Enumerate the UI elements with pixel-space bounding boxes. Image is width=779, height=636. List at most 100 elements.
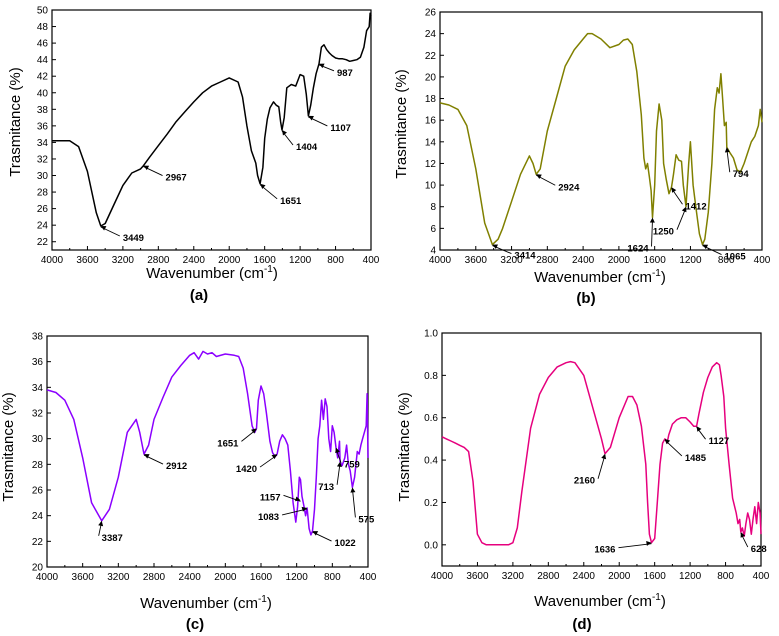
panel-c-xlabel: Wavenumber (cm-1)	[140, 594, 272, 612]
y-tick-label: 8	[430, 202, 436, 213]
peak-arrowhead	[144, 454, 150, 459]
y-tick-label: 10	[425, 181, 437, 192]
y-tick-label: 40	[37, 88, 49, 99]
peak-arrow	[618, 543, 652, 549]
panel-d-frame	[441, 332, 762, 567]
x-tick-label: 2000	[608, 571, 631, 582]
peak-arrow	[726, 148, 731, 173]
panel-a-ylabel: Trasmitance (%)	[7, 67, 24, 176]
panel-d-spectrum-line	[441, 360, 762, 546]
peak-label: 2924	[558, 182, 580, 193]
y-tick-label: 6	[430, 224, 436, 235]
panel-a-spectrum-line	[52, 12, 372, 227]
peak-label: 628	[751, 544, 767, 555]
y-tick-label: 24	[37, 221, 49, 232]
peak-arrowhead	[646, 540, 652, 546]
y-tick-label: 36	[37, 121, 49, 132]
panel-b-label: (b)	[576, 290, 595, 307]
panel-d: 4000 3600 3200 2800 2400 2000 1600 1200 800 400 0.…	[396, 329, 770, 634]
x-tick-label: 1200	[679, 571, 702, 582]
peak-label: 1065	[725, 252, 747, 263]
panel-b-spectrum-line	[439, 32, 763, 246]
peak-arrowhead	[318, 63, 325, 69]
panel-b-plot-area: 4000 3600 3200 2800 2400 2000 1600 1200 800 400 4 6…	[425, 8, 771, 267]
y-tick-label: 0.6	[424, 413, 438, 424]
panel-d-ylabel: Trasmitance (%)	[396, 392, 413, 501]
x-tick-label: 1600	[644, 255, 667, 266]
peak-label: 3449	[123, 233, 144, 244]
x-tick-label: 800	[718, 255, 735, 266]
peak-label: 759	[344, 460, 360, 471]
x-tick-label: 4000	[41, 255, 64, 266]
peak-arrowhead	[294, 496, 301, 502]
peak-label: 1157	[260, 492, 281, 503]
y-tick-label: 32	[32, 409, 44, 420]
peak-label: 575	[358, 514, 375, 525]
y-tick-label: 22	[425, 51, 437, 62]
peak-arrowhead	[312, 531, 319, 536]
x-tick-label: 2400	[179, 572, 202, 583]
peak-label: 1083	[258, 512, 279, 523]
x-tick-label: 3600	[72, 572, 95, 583]
y-tick-label: 0.8	[424, 371, 438, 382]
peak-arrow	[351, 488, 356, 518]
peak-arrowhead	[724, 147, 730, 153]
panel-b-ylabel: Trasmitance (%)	[393, 69, 410, 178]
peak-label: 1412	[685, 201, 706, 212]
y-tick-label: 28	[32, 460, 44, 471]
peak-label: 2967	[166, 173, 187, 184]
peak-label: 1651	[217, 438, 239, 449]
peak-label: 1404	[296, 142, 318, 153]
x-tick-label: 2000	[214, 572, 237, 583]
peak-label: 1107	[330, 123, 351, 134]
panel-c-frame	[46, 335, 369, 568]
y-tick-label: 12	[425, 159, 437, 170]
y-tick-label: 14	[425, 137, 437, 148]
x-tick-label: 1600	[254, 255, 277, 266]
x-tick-label: 2400	[183, 255, 206, 266]
peak-arrow	[651, 218, 653, 247]
x-tick-label: 2000	[608, 255, 631, 266]
panel-d-label: (d)	[572, 616, 591, 633]
y-tick-label: 20	[425, 72, 437, 83]
peak-arrowhead	[681, 206, 687, 213]
x-tick-label: 2400	[572, 255, 595, 266]
y-tick-label: 20	[32, 563, 44, 574]
panel-d-xlabel: Wavenumber (cm-1)	[534, 592, 666, 610]
x-tick-label: 1200	[289, 255, 312, 266]
panel-a: 4000 3600 3200 2800 2400 2000 1600 1200 800 400 22…	[7, 6, 380, 305]
peak-arrowhead	[301, 506, 308, 512]
panel-c-spectrum-line	[46, 350, 369, 536]
y-tick-label: 4	[430, 246, 436, 257]
peak-arrowhead	[271, 454, 278, 460]
y-tick-label: 0.0	[424, 540, 438, 551]
y-tick-label: 26	[425, 8, 437, 19]
x-tick-label: 3200	[502, 571, 525, 582]
y-tick-label: 24	[32, 511, 44, 522]
peak-arrow	[597, 454, 606, 479]
peak-arrowhead	[98, 520, 104, 527]
y-tick-label: 0.2	[424, 498, 438, 509]
panel-a-xlabel: Wavenumber (cm-1)	[146, 264, 278, 282]
peak-arrowhead	[671, 187, 677, 193]
y-tick-label: 38	[32, 332, 44, 343]
peak-label: 1022	[335, 538, 356, 549]
peak-label: 3387	[102, 533, 123, 544]
y-tick-label: 48	[37, 22, 49, 33]
x-tick-label: 2800	[536, 255, 559, 266]
peak-arrowhead	[664, 438, 671, 445]
x-tick-label: 2400	[573, 571, 596, 582]
peak-arrowhead	[696, 426, 702, 432]
y-tick-label: 28	[37, 188, 49, 199]
y-tick-label: 46	[37, 39, 49, 50]
y-tick-label: 26	[32, 486, 44, 497]
peak-label: 2160	[574, 476, 595, 487]
peak-arrowhead	[336, 461, 342, 468]
peak-label: 1420	[236, 464, 257, 475]
y-tick-label: 0.4	[424, 456, 438, 467]
y-tick-label: 16	[425, 116, 437, 127]
peak-label: 794	[733, 169, 750, 180]
peak-label: 1636	[594, 545, 615, 556]
peak-label: 1127	[709, 436, 730, 447]
x-tick-label: 3200	[107, 572, 130, 583]
